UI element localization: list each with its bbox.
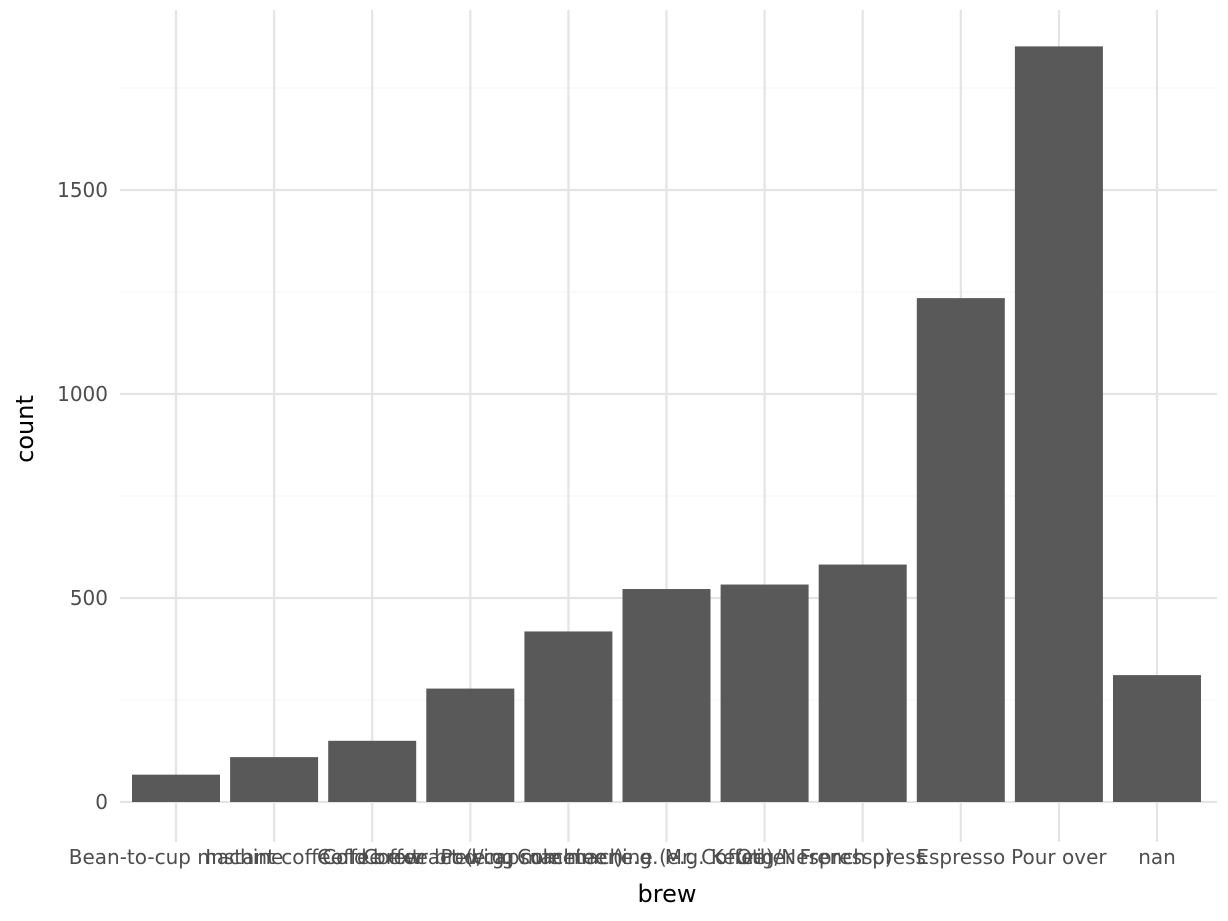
bar (916, 298, 1005, 802)
x-tick-label: Bean-to-cup machine (69, 845, 284, 869)
bar (1014, 46, 1103, 803)
bar (132, 774, 220, 802)
x-tick-label: Other (736, 845, 794, 869)
bars (132, 46, 1201, 803)
bar (720, 584, 809, 802)
bar (622, 589, 711, 802)
bar (328, 740, 417, 802)
x-tick-label: Espresso (916, 845, 1005, 869)
x-tick-label: Pod/capsule machine (e.g. Keurig/Nespres… (440, 845, 892, 869)
y-tick-labels: 0 500 1000 1500 (57, 178, 108, 814)
bar (818, 564, 907, 802)
x-tick-label: Coffee brewing machine (e.g. Mr. Coffee) (363, 845, 773, 869)
x-tick-label: French press (799, 845, 925, 869)
bar (230, 757, 319, 802)
y-tick-label: 500 (70, 586, 108, 610)
x-axis-title: brew (638, 880, 697, 908)
y-tick-label: 1500 (57, 178, 108, 202)
x-tick-label: Pour over (1011, 845, 1107, 869)
x-tick-label: Instant coffee (205, 845, 343, 869)
bar (1113, 675, 1201, 802)
bar (426, 688, 515, 802)
y-tick-label: 1000 (57, 382, 108, 406)
y-axis-title: count (11, 395, 39, 463)
x-tick-label: Coffee extract (e.g. Cometeer) (317, 845, 624, 869)
x-tick-label: nan (1138, 845, 1176, 869)
y-tick-label: 0 (95, 790, 108, 814)
bar (524, 631, 613, 802)
x-tick-label: Cold brew (322, 845, 422, 869)
